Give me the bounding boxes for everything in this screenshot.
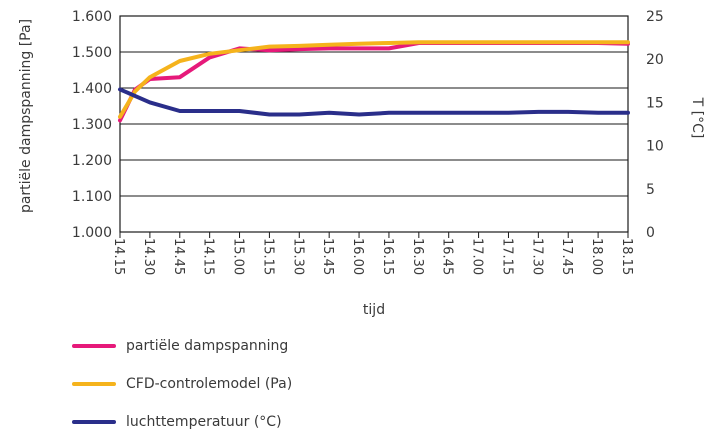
left-tick-label: 1.400 <box>72 81 112 97</box>
left-tick-label: 1.200 <box>72 153 112 169</box>
right-axis-ticks: 0 5 10 15 20 25 <box>646 9 664 241</box>
x-tick-label: 16.30 <box>410 238 425 275</box>
left-tick-label: 1.000 <box>72 225 112 241</box>
legend-label: partiële dampspanning <box>126 338 289 354</box>
legend-swatch <box>72 382 116 386</box>
x-axis-label: tijd <box>363 302 385 318</box>
x-tick-label: 15.00 <box>231 238 246 275</box>
right-tick-label: 10 <box>646 139 664 155</box>
x-tick-label: 15.15 <box>260 238 275 275</box>
x-tick-label: 16.00 <box>350 238 365 275</box>
x-tick-label: 16.45 <box>440 238 455 275</box>
legend-item-luchttemperatuur: luchttemperatuur (°C) <box>72 414 282 430</box>
x-tick-label: 15.30 <box>290 238 305 275</box>
right-tick-label: 15 <box>646 95 664 111</box>
series-line-cfd-controlemodel-pa <box>118 40 630 119</box>
right-axis-label: T [°C] <box>689 97 705 139</box>
left-tick-label: 1.500 <box>72 45 112 61</box>
x-tick-label: 18.00 <box>589 238 604 275</box>
x-tick-label: 17.15 <box>499 238 514 275</box>
left-tick-label: 1.100 <box>72 189 112 205</box>
series-line-parti-le-dampspanning <box>118 41 630 123</box>
legend-swatch <box>72 344 116 348</box>
right-tick-label: 25 <box>646 9 664 25</box>
plot-frame <box>119 15 629 233</box>
x-tick-label: 14.30 <box>141 238 156 275</box>
x-tick-label: 18.15 <box>619 238 634 275</box>
left-axis-label: partiële dampspanning [Pa] <box>18 19 34 213</box>
right-tick-label: 20 <box>646 52 664 68</box>
series-line-luchttemperatuur-c <box>118 87 630 117</box>
left-tick-label: 1.600 <box>72 9 112 25</box>
right-tick-label: 5 <box>646 182 655 198</box>
x-tick-label: 16.15 <box>380 238 395 275</box>
series-lines <box>118 40 630 123</box>
x-tick-label: 15.45 <box>320 238 335 275</box>
x-tick-label: 17.00 <box>470 238 485 275</box>
x-tick-label: 14.15 <box>111 238 126 275</box>
legend-label: CFD-controlemodel (Pa) <box>126 376 293 392</box>
legend-item-partiele-dampspanning: partiële dampspanning <box>72 338 288 354</box>
x-tick-label: 14.15 <box>201 238 216 275</box>
legend-swatch <box>72 420 116 424</box>
left-axis-ticks: 1.000 1.100 1.200 1.300 1.400 1.500 1.600 <box>72 9 112 241</box>
x-tick-label: 17.30 <box>529 238 544 275</box>
right-tick-label: 0 <box>646 225 655 241</box>
x-tick-label: 17.45 <box>559 238 574 275</box>
x-axis-ticks: 14.15 14.30 14.45 14.15 15.00 15.15 15.30 15.45… <box>111 232 634 275</box>
legend-label: luchttemperatuur (°C) <box>126 414 282 430</box>
legend-item-cfd-controlemodel: CFD-controlemodel (Pa) <box>72 376 292 392</box>
left-tick-label: 1.300 <box>72 117 112 133</box>
x-tick-label: 14.45 <box>171 238 186 275</box>
